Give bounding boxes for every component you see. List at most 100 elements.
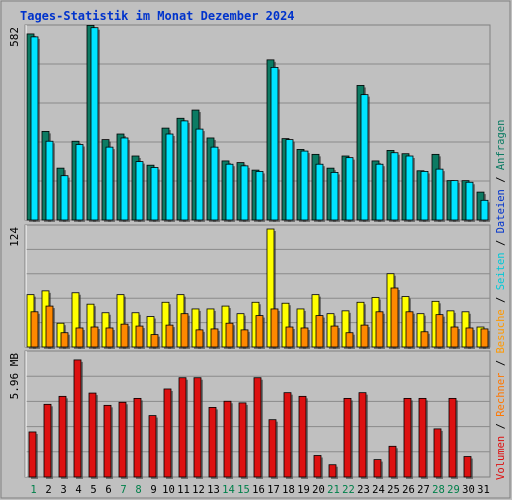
bar-bottom-volumen bbox=[193, 377, 202, 478]
bar-bottom-volumen bbox=[28, 431, 37, 478]
legend-separator: / bbox=[495, 170, 507, 189]
x-tick-label: 14 bbox=[222, 484, 235, 496]
bar-bottom-volumen bbox=[88, 392, 97, 478]
x-tick-label: 29 bbox=[447, 484, 460, 496]
bar-middle-besuche bbox=[330, 325, 339, 348]
bar-middle-besuche bbox=[150, 334, 159, 348]
bar-bottom-volumen bbox=[388, 445, 397, 478]
bar-middle-seiten bbox=[161, 301, 170, 348]
legend-item: Besuche bbox=[495, 309, 507, 353]
bar-top-dateien bbox=[270, 66, 279, 221]
max-value-label-middle: 124 bbox=[8, 227, 21, 247]
bar-middle-seiten bbox=[146, 316, 155, 348]
bar-bottom-volumen bbox=[118, 401, 127, 478]
bar-middle-besuche bbox=[165, 324, 174, 348]
x-tick-label: 28 bbox=[432, 484, 445, 496]
bar-top-dateien bbox=[330, 172, 339, 221]
bar-bottom-volumen bbox=[58, 395, 67, 478]
bar-top-dateien bbox=[30, 36, 39, 221]
bar-middle-seiten bbox=[341, 310, 350, 348]
bar-top-dateien bbox=[180, 120, 189, 221]
x-tick-label: 17 bbox=[267, 484, 280, 496]
x-tick-label: 19 bbox=[297, 484, 310, 496]
bar-middle-besuche bbox=[210, 328, 219, 348]
bar-top-dateien bbox=[240, 165, 249, 221]
bar-middle-besuche bbox=[300, 327, 309, 348]
bar-bottom-volumen bbox=[253, 377, 262, 478]
bar-bottom-volumen bbox=[208, 407, 217, 478]
bar-middle-besuche bbox=[345, 332, 354, 348]
bar-bottom-volumen bbox=[418, 397, 427, 478]
bar-top-dateien bbox=[90, 27, 99, 221]
bar-middle-besuche bbox=[255, 315, 264, 348]
bar-top-dateien bbox=[405, 155, 414, 221]
bar-middle-besuche bbox=[285, 326, 294, 348]
bar-middle-besuche bbox=[105, 327, 114, 348]
bar-middle-besuche bbox=[420, 331, 429, 348]
bar-middle-seiten bbox=[416, 313, 425, 348]
x-tick-label: 27 bbox=[417, 484, 430, 496]
legend-separator: / bbox=[495, 233, 507, 252]
x-tick-label: 3 bbox=[60, 484, 66, 496]
bar-bottom-volumen bbox=[313, 455, 322, 478]
bar-middle-seiten bbox=[206, 308, 215, 348]
bar-top-dateien bbox=[165, 133, 174, 221]
bar-middle-besuche bbox=[240, 329, 249, 348]
bar-middle-besuche bbox=[450, 326, 459, 348]
x-tick-label: 30 bbox=[462, 484, 475, 496]
bar-top-dateien bbox=[105, 146, 114, 221]
x-tick-label: 13 bbox=[207, 484, 220, 496]
legend-item: Rechner bbox=[495, 373, 507, 417]
x-tick-label: 31 bbox=[477, 484, 490, 496]
legend-separator: / bbox=[495, 354, 507, 373]
bar-top-dateien bbox=[60, 175, 69, 221]
bar-middle-besuche bbox=[195, 329, 204, 348]
bar-bottom-volumen bbox=[238, 402, 247, 478]
bar-top-dateien bbox=[210, 146, 219, 221]
x-tick-label: 22 bbox=[342, 484, 355, 496]
bar-bottom-volumen bbox=[433, 428, 442, 478]
bar-middle-seiten bbox=[281, 302, 290, 348]
bar-bottom-volumen bbox=[103, 404, 112, 478]
bar-middle-seiten bbox=[71, 292, 80, 348]
bar-top-dateien bbox=[150, 167, 159, 221]
bar-middle-besuche bbox=[60, 332, 69, 348]
x-tick-label: 1 bbox=[30, 484, 36, 496]
bar-middle-besuche bbox=[75, 327, 84, 348]
bar-bottom-volumen bbox=[178, 377, 187, 478]
x-tick-label: 20 bbox=[312, 484, 325, 496]
x-tick-label: 11 bbox=[177, 484, 190, 496]
legend-item: Anfragen bbox=[495, 120, 507, 171]
x-tick-label: 15 bbox=[237, 484, 250, 496]
bar-bottom-volumen bbox=[133, 397, 142, 478]
bar-top-dateien bbox=[450, 180, 459, 221]
bar-middle-besuche bbox=[30, 311, 39, 348]
bar-bottom-volumen bbox=[463, 456, 472, 478]
bar-bottom-volumen bbox=[73, 359, 82, 478]
x-tick-label: 12 bbox=[192, 484, 205, 496]
bar-top-dateien bbox=[375, 163, 384, 221]
bar-middle-besuche bbox=[45, 305, 54, 348]
bar-middle-seiten bbox=[356, 301, 365, 348]
right-legend: Volumen / Rechner / Besuche / Seiten / D… bbox=[495, 120, 507, 480]
bar-top-dateien bbox=[360, 94, 369, 221]
x-tick-label: 16 bbox=[252, 484, 265, 496]
x-tick-label: 25 bbox=[387, 484, 400, 496]
bar-middle-besuche bbox=[360, 324, 369, 348]
legend-item: Dateien bbox=[495, 189, 507, 233]
x-tick-label: 9 bbox=[150, 484, 156, 496]
bar-top-dateien bbox=[300, 150, 309, 221]
bar-bottom-volumen bbox=[298, 395, 307, 478]
bar-bottom-volumen bbox=[148, 415, 157, 478]
bar-bottom-volumen bbox=[403, 397, 412, 478]
legend-separator: / bbox=[495, 290, 507, 309]
bar-middle-besuche bbox=[135, 325, 144, 348]
bar-bottom-volumen bbox=[43, 403, 52, 478]
bar-top-dateien bbox=[465, 181, 474, 221]
bar-bottom-volumen bbox=[163, 388, 172, 478]
bar-middle-seiten bbox=[116, 294, 125, 348]
bar-top-dateien bbox=[390, 152, 399, 221]
